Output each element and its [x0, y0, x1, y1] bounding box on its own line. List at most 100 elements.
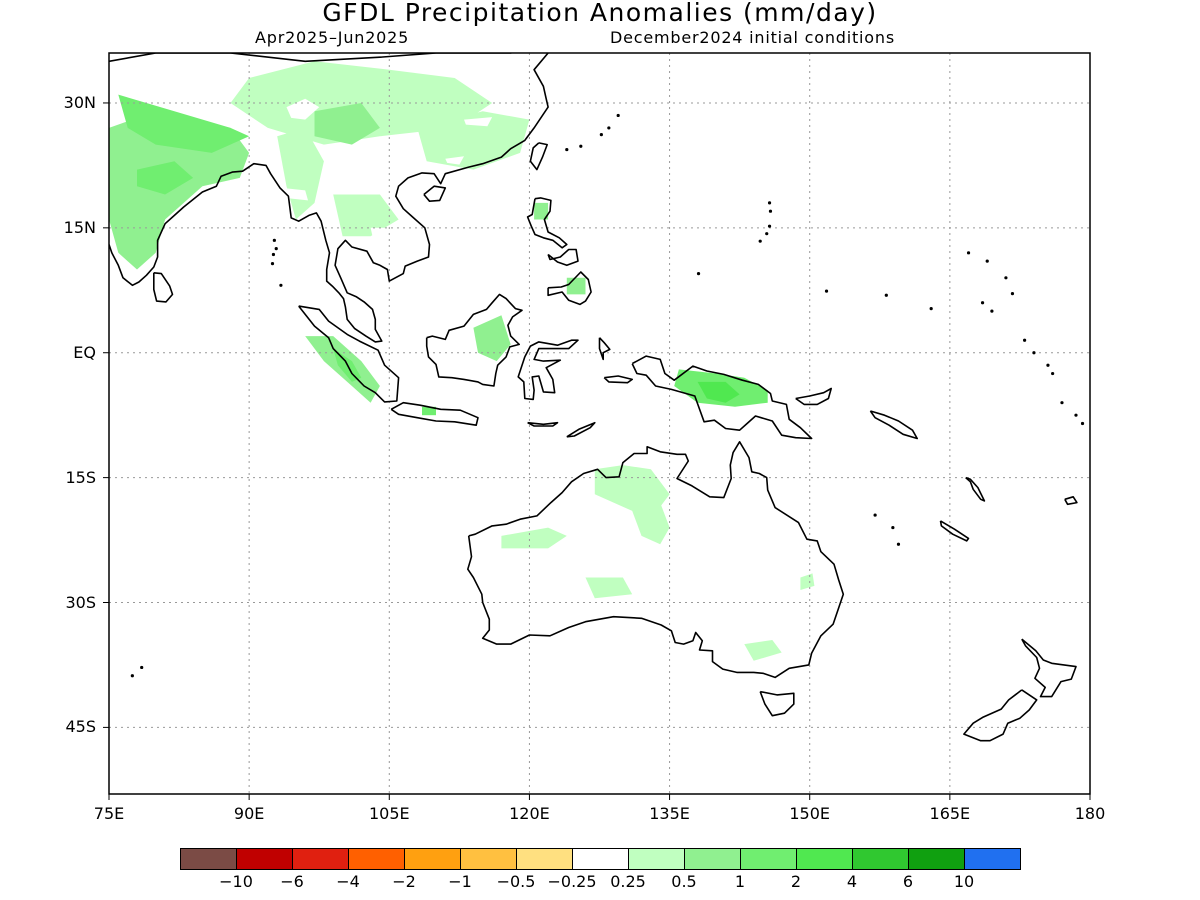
anomaly-australia-west: [501, 527, 567, 549]
anomaly-thailand: [333, 194, 399, 237]
island-caroline: [884, 293, 888, 297]
coastline-sri-lanka: [153, 272, 174, 303]
coastlines: [109, 53, 1085, 742]
island-ryukyu: [599, 132, 603, 137]
coastline-mindanao: [547, 271, 592, 306]
anomaly-layer: [109, 61, 995, 736]
lon-label: 135E: [649, 804, 690, 823]
coastline-sulawesi: [517, 339, 579, 401]
anomaly-java: [422, 406, 436, 416]
island-marshall: [990, 309, 994, 313]
island-mariana: [765, 232, 769, 236]
island-chesterfield: [896, 542, 901, 546]
colorbar-label: −6: [280, 872, 304, 891]
lat-label: 30N: [63, 92, 96, 112]
coastline-flores: [527, 421, 559, 427]
colorbar-label: −1: [448, 872, 472, 891]
island-andaman: [270, 262, 275, 266]
colorbar-label: 10: [953, 872, 975, 891]
coastline-new-britain: [795, 387, 833, 406]
coastline-halmahera: [598, 337, 611, 361]
anomaly-australia-sw: [585, 577, 633, 599]
lon-label: 75E: [93, 804, 125, 823]
coastline-hainan: [423, 185, 447, 202]
anomaly-east-borneo: [473, 315, 511, 362]
anomaly-ne-india-dry-core: [295, 102, 314, 113]
colorbar-label: 0.5: [671, 872, 697, 891]
colorbar-swatch: [348, 848, 405, 870]
anomaly-australia-east: [800, 573, 815, 590]
anomaly-central-india: [137, 161, 194, 195]
island-marshall: [985, 259, 989, 263]
island-mariana: [767, 201, 772, 205]
island-chesterfield: [891, 525, 895, 530]
coastline-vanuatu: [965, 476, 986, 502]
colorbar-swatch: [460, 848, 517, 870]
coastline-seram: [603, 375, 634, 384]
coastline-nz-north: [1021, 638, 1077, 698]
anomaly-north-india: [118, 94, 250, 153]
island-gilbert: [1023, 338, 1027, 342]
anomaly-new-guinea-core: [697, 381, 740, 403]
anomaly-central-china-dry: [464, 117, 493, 127]
island-ryukyu: [607, 126, 611, 130]
colorbar-swatch: [852, 848, 909, 870]
anomaly-new-zealand-dry: [985, 727, 995, 736]
colorbar-label: −4: [336, 872, 360, 891]
island-andaman: [272, 238, 276, 242]
island-marshall: [966, 251, 971, 255]
lat-label: 15S: [65, 467, 96, 487]
anomaly-cambodia-dry: [370, 227, 385, 238]
lon-label: 150E: [789, 804, 831, 823]
lon-label: 105E: [368, 804, 410, 823]
island-tuvalu: [1080, 421, 1085, 426]
island-andaman: [279, 283, 283, 287]
island-tuvalu: [1060, 401, 1064, 405]
coastline-solomon: [869, 410, 919, 440]
island-mascarene: [140, 665, 144, 670]
colorbar-label: −0.5: [496, 872, 536, 891]
coastline-tasmania: [759, 690, 795, 717]
map-title: GFDL Precipitation Anomalies (mm/day): [322, 0, 878, 27]
colorbar-label: 0.25: [610, 872, 646, 891]
colorbar-swatch: [236, 848, 293, 870]
island-mariana: [768, 209, 773, 213]
island-mariana: [758, 239, 762, 243]
colorbar-swatch: [908, 848, 965, 870]
lat-label: 30S: [65, 592, 96, 612]
anomaly-australia-southeast: [744, 640, 782, 661]
initial-conditions: December2024 initial conditions: [610, 28, 895, 47]
colorbar-swatch: [684, 848, 741, 870]
colorbar-swatch: [796, 848, 853, 870]
colorbar-swatch: [628, 848, 685, 870]
island-chesterfield: [873, 513, 877, 517]
lon-label: 180: [1074, 804, 1106, 823]
island-ryukyu: [565, 147, 569, 152]
coastline-asia: [109, 53, 549, 343]
lat-label: 45S: [65, 717, 96, 737]
colorbar-swatch: [740, 848, 797, 870]
island-mascarene: [130, 674, 134, 678]
anomaly-mindanao: [566, 277, 586, 295]
coastline-timor: [566, 421, 596, 438]
coastline-new-caledonia: [939, 520, 970, 542]
colorbar-label: −0.25: [547, 872, 597, 891]
colorbar-swatch: [964, 848, 1021, 870]
lon-label: 120E: [509, 804, 550, 823]
island-ryukyu: [616, 113, 620, 118]
coastline-borneo: [425, 293, 523, 387]
anomaly-southeast-china: [417, 111, 530, 170]
colorbar-swatch: [404, 848, 461, 870]
colorbar-label: 4: [846, 872, 858, 891]
island-caroline: [696, 272, 701, 276]
colorbar-label: 2: [790, 872, 802, 891]
colorbar-swatch: [292, 848, 349, 870]
colorbar-label: 6: [902, 872, 914, 891]
coastline-new-guinea: [631, 355, 813, 440]
lat-label: 15N: [63, 217, 96, 237]
colorbar-label: 1: [734, 872, 746, 891]
island-andaman: [271, 252, 276, 257]
axis-ticks: [103, 102, 1091, 800]
plot-frame: [108, 52, 1091, 795]
island-tuvalu: [1074, 413, 1078, 417]
